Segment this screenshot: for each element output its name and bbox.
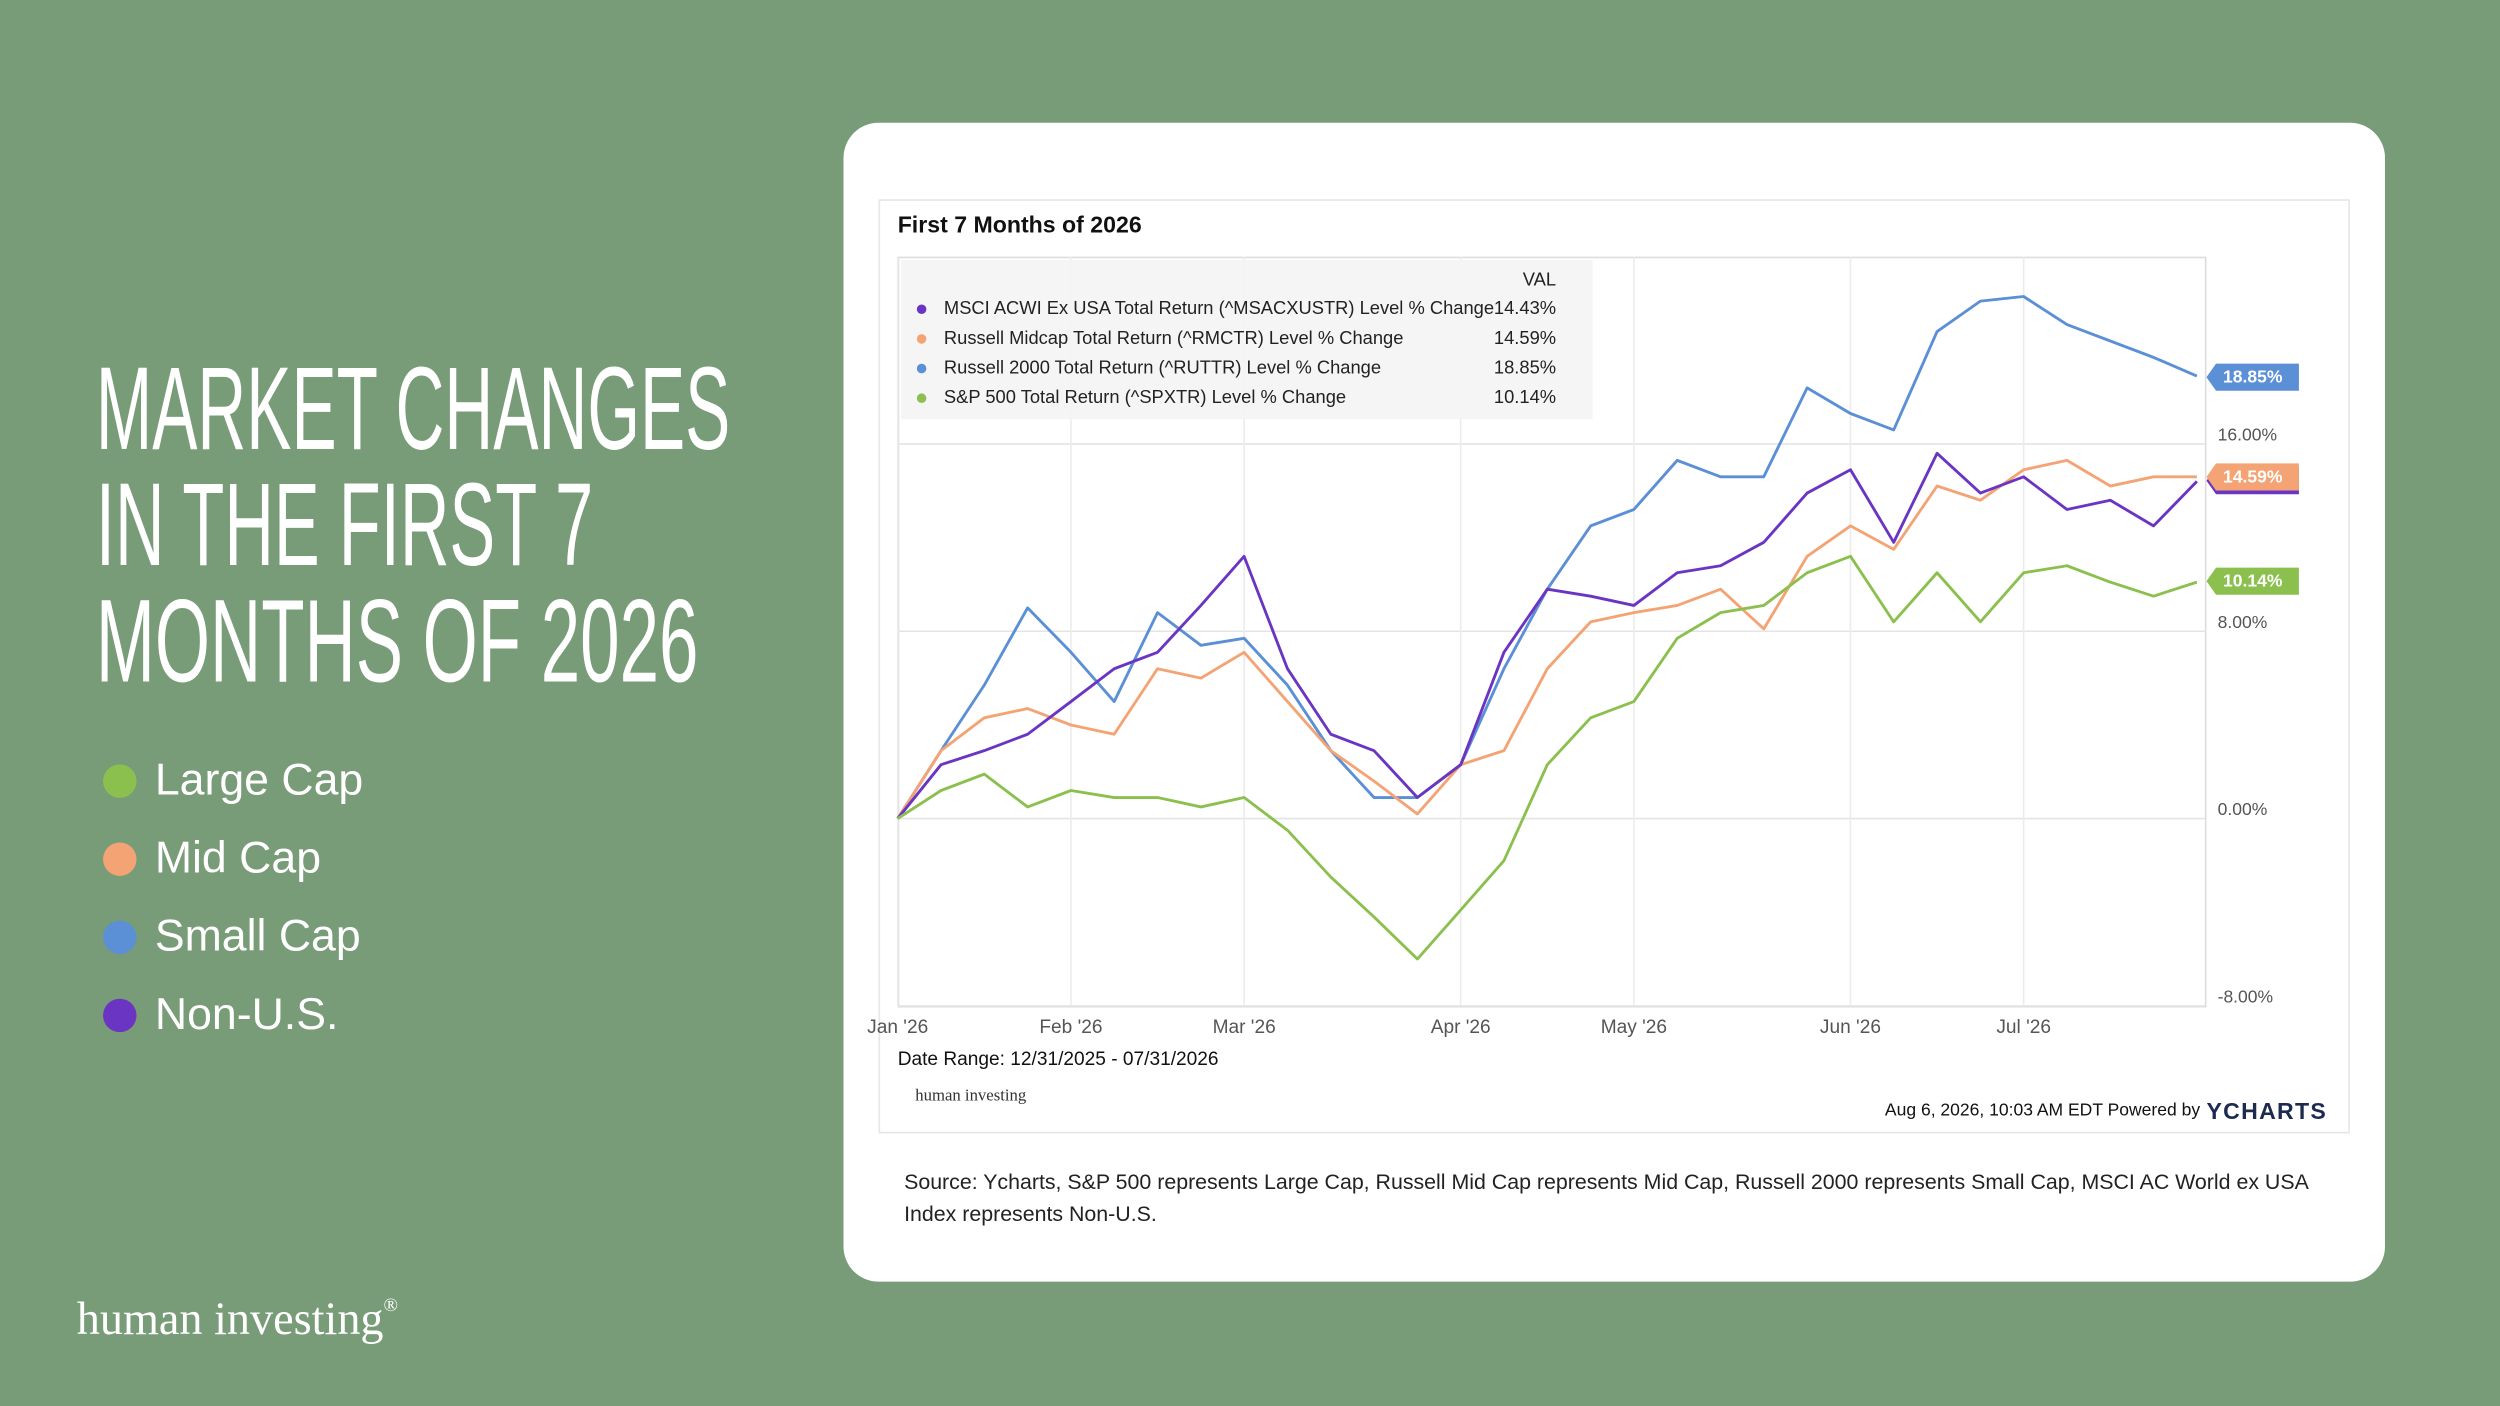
grid: -8.00% 0.00% 8.00% 16.00% Jan '26 Feb '26 Mar …	[867, 256, 2277, 1038]
legend-dot	[916, 363, 927, 374]
legend-dot	[103, 842, 137, 876]
series-line	[896, 554, 2198, 961]
x-tick-label: Feb '26	[1039, 1017, 1102, 1038]
end-tag	[2206, 463, 2299, 491]
series-line	[896, 451, 2198, 820]
legend-name: MSCI ACWI Ex USA Total Return (^MSACXUST…	[944, 297, 1494, 318]
title-line: IN THE FIRST 7	[96, 458, 593, 590]
watermark: human investing	[915, 1086, 1027, 1105]
legend-label: Small Cap	[155, 912, 361, 961]
x-tick-label: Apr '26	[1431, 1017, 1491, 1038]
legend-name: Russell 2000 Total Return (^RUTTR) Level…	[944, 356, 1381, 377]
logo-mark: ®	[384, 1296, 399, 1317]
legend-dot	[916, 334, 927, 344]
legend-table	[900, 259, 1593, 420]
legend-value: 18.85%	[1494, 356, 1556, 377]
legend-label: Non-U.S.	[155, 990, 339, 1039]
source-box: Source: Ycharts, S&P 500 represents Larg…	[904, 1170, 2308, 1226]
y-tick-label: 0.00%	[2218, 799, 2268, 819]
legend-value: 14.43%	[1494, 297, 1556, 318]
legend-dot	[103, 764, 137, 798]
legend-dot	[916, 393, 927, 403]
title-line: MARKET CHANGES	[96, 342, 730, 474]
end-tag-label: 18.85%	[2223, 367, 2283, 387]
legend-value: 10.14%	[1494, 386, 1556, 407]
legend-name: Russell Midcap Total Return (^RMCTR) Lev…	[944, 327, 1404, 348]
logo: human investing®	[77, 1293, 398, 1344]
x-tick-label: Mar '26	[1213, 1017, 1276, 1038]
legend-label: Mid Cap	[155, 834, 321, 883]
date-range: Date Range: 12/31/2025 - 07/31/2026	[898, 1049, 1219, 1070]
end-tag-label: 10.14%	[2223, 571, 2283, 591]
x-tick-label: Jul '26	[1996, 1017, 2051, 1038]
brand: YCHARTS	[2206, 1098, 2327, 1124]
y-tick-label: -8.00%	[2218, 987, 2274, 1007]
end-tag	[2206, 363, 2299, 391]
x-tick-label: Jun '26	[1820, 1017, 1881, 1038]
end-tags: 14.43%14.59%18.85%10.14%	[2206, 363, 2299, 595]
x-tick-label: Jan '26	[867, 1017, 928, 1038]
source: Source: Ycharts, S&P 500 represents Larg…	[904, 1170, 2308, 1226]
legend-label: Large Cap	[155, 756, 363, 805]
y-tick-label: 8.00%	[2218, 612, 2268, 632]
x-tick-label: May '26	[1601, 1017, 1667, 1038]
series-line	[896, 458, 2197, 820]
logo-text: human investing	[77, 1293, 384, 1344]
end-tag-label: 14.59%	[2223, 466, 2283, 486]
lines	[896, 295, 2198, 961]
title-line: MONTHS OF 2026	[96, 575, 699, 707]
legend-rows: MSCI ACWI Ex USA Total Return (^MSACXUST…	[916, 297, 1556, 407]
slide-legend: Large Cap Mid Cap Small Cap Non-U.S.	[103, 756, 363, 1039]
legend-name: S&P 500 Total Return (^SPXTR) Level % Ch…	[944, 386, 1346, 407]
chart-title: First 7 Months of 2026	[898, 211, 1142, 237]
legend-dot	[103, 998, 137, 1033]
timestamp: Aug 6, 2026, 10:03 AM EDT Powered by	[1885, 1100, 2200, 1120]
legend-dot	[103, 920, 137, 955]
legend-dot	[916, 304, 927, 315]
legend-value: 14.59%	[1494, 327, 1556, 348]
y-tick-label: 16.00%	[2218, 425, 2277, 445]
end-tag	[2206, 567, 2299, 595]
legend-header: VAL	[1523, 268, 1556, 289]
